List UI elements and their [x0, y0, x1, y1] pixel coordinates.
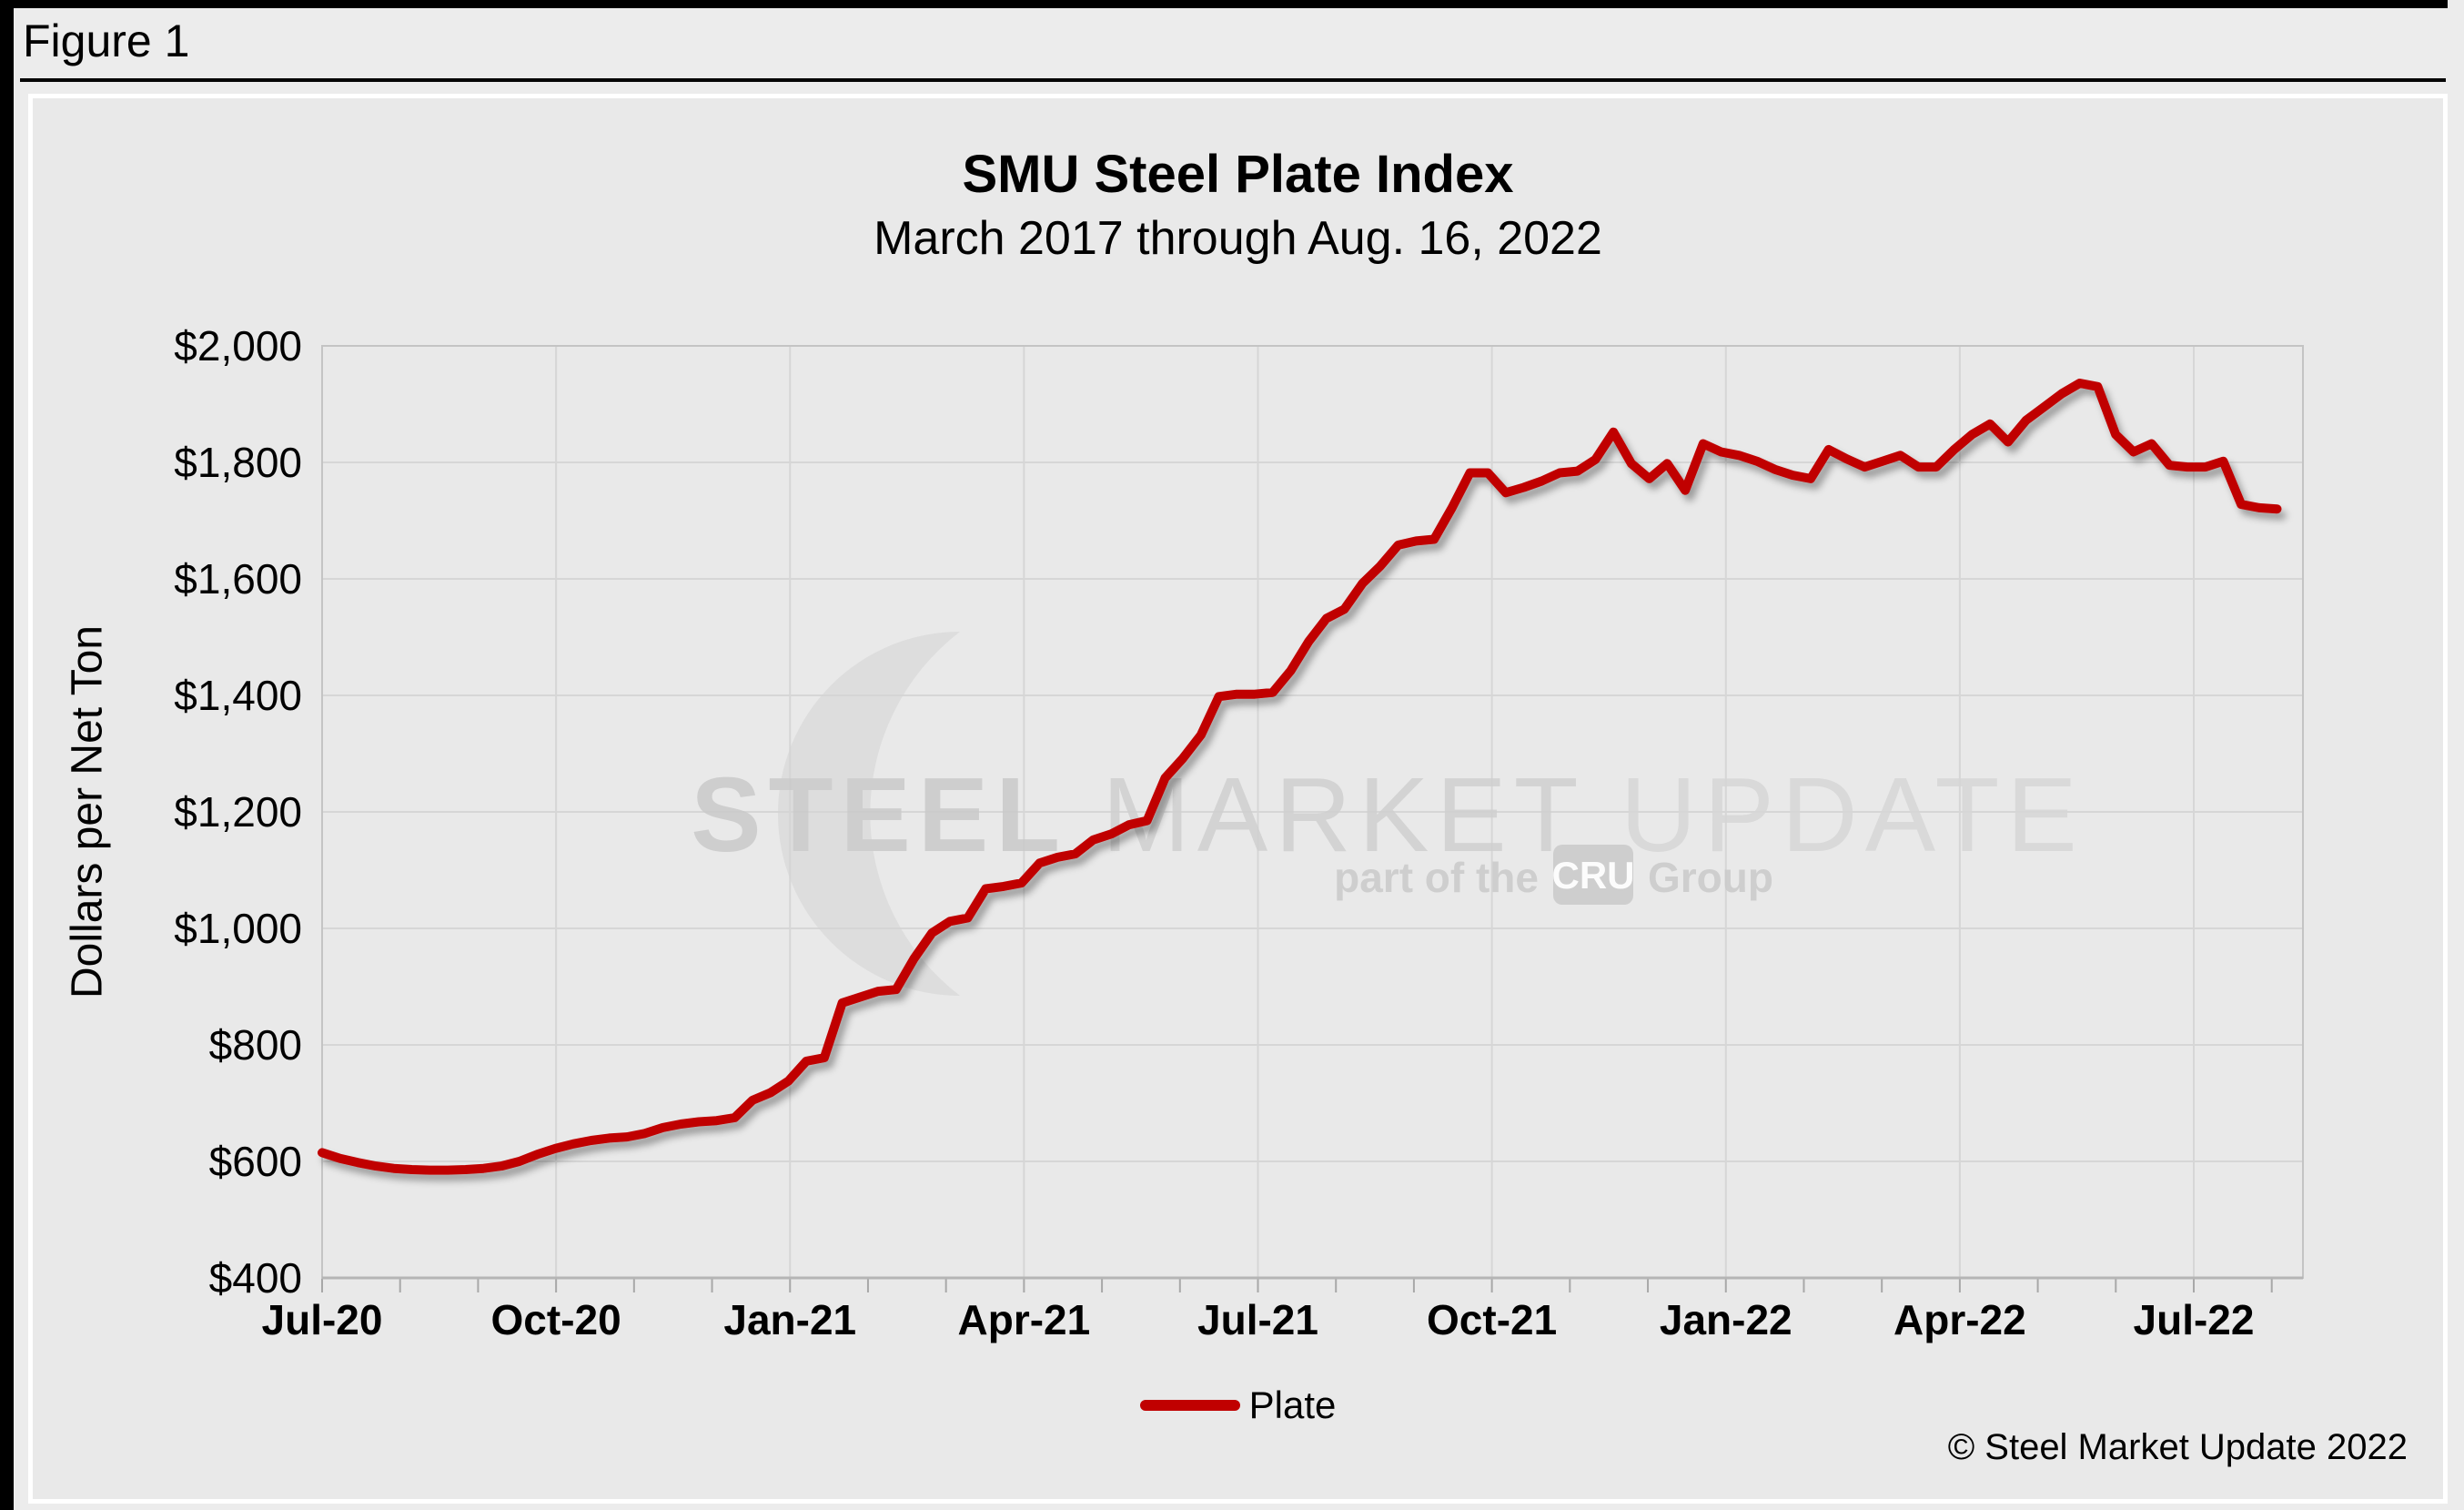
watermark-brand-text: STEEL MARKET UPDATE [691, 755, 2084, 874]
top-black-border [0, 0, 2448, 8]
x-tick-label: Jan-21 [723, 1296, 856, 1343]
smu-crescent-logo-icon [778, 632, 960, 996]
y-tick-label: $600 [209, 1138, 302, 1185]
y-tick-label: $1,600 [174, 555, 302, 603]
x-tick-label: Oct-21 [1427, 1296, 1557, 1343]
x-tick-label: Jan-22 [1660, 1296, 1792, 1343]
chart-subtitle: March 2017 through Aug. 16, 2022 [874, 212, 1602, 265]
legend: Plate [28, 1380, 2448, 1431]
plot-area: $400 $600 $800 $1,000 $1,200 $1,400 $1,600 $1,8… [174, 322, 2304, 1343]
chart-frame [28, 94, 2448, 1504]
y-tick-label: $1,200 [174, 788, 302, 836]
cru-logo-box-icon [1553, 845, 1633, 905]
copyright-notice: © Steel Market Update 2022 [1947, 1427, 2408, 1467]
x-tick-label: Apr-22 [1893, 1296, 2026, 1343]
x-tick-label: Oct-20 [491, 1296, 621, 1343]
watermark-tagline-prefix: part of the [1334, 854, 1539, 901]
y-axis-title: Dollars per Net Ton [63, 625, 112, 998]
chart-title: SMU Steel Plate Index [962, 145, 1514, 204]
y-tick-label: $1,800 [174, 439, 302, 486]
x-tick-label: Jul-21 [1197, 1296, 1318, 1343]
y-tick-label: $1,000 [174, 905, 302, 952]
left-black-border [0, 0, 14, 1510]
plate-price-line [318, 379, 2282, 1175]
y-tick-label: $400 [209, 1254, 302, 1302]
y-tick-label: $800 [209, 1021, 302, 1069]
y-tick-label: $2,000 [174, 322, 302, 370]
x-tick-label: Jul-20 [262, 1296, 383, 1343]
x-tick-label: Jul-22 [2134, 1296, 2255, 1343]
x-tick-label: Apr-21 [958, 1296, 1091, 1343]
figure-label: Figure 1 [23, 15, 190, 66]
cru-logo-text: CRU [1552, 854, 1635, 897]
legend-label-plate: Plate [1248, 1383, 1337, 1426]
y-tick-label: $1,400 [174, 672, 302, 719]
plate-series-swatch-icon [1139, 1400, 1240, 1411]
header-divider-rule [20, 78, 2446, 82]
watermark-tagline-suffix: Group [1648, 854, 1773, 901]
